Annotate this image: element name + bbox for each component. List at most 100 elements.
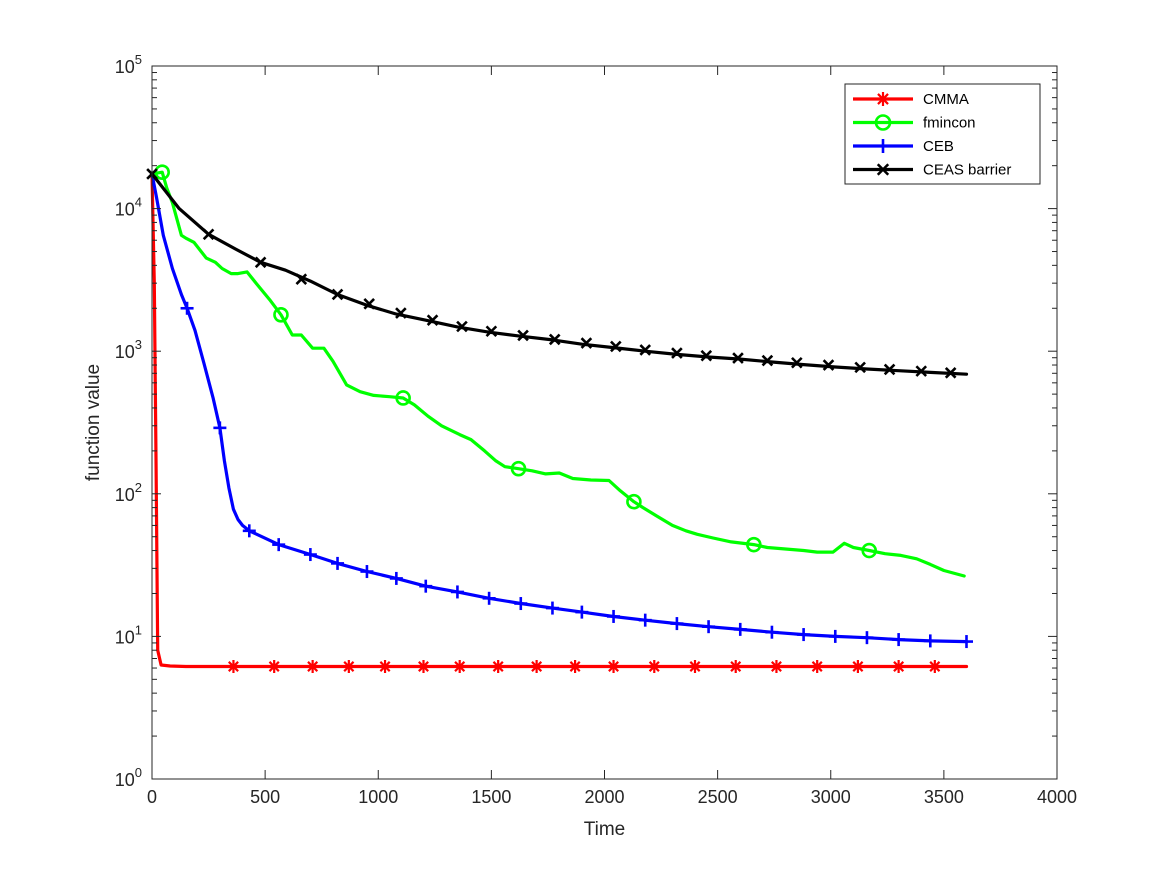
data-point-ceb xyxy=(960,635,973,649)
data-point-ceas-barrier xyxy=(791,356,803,369)
y-axis-label: function value xyxy=(83,364,104,481)
data-point-cmma xyxy=(226,660,240,674)
legend-label: CMMA xyxy=(923,91,969,108)
marker-stroke xyxy=(876,163,890,176)
marker-stroke xyxy=(456,320,468,333)
y-tick-label: 103 xyxy=(115,337,142,362)
legend-marker xyxy=(876,139,890,153)
x-tick-label: 500 xyxy=(250,787,280,807)
data-point-ceb xyxy=(545,601,559,615)
legend-label: fmincon xyxy=(923,115,976,132)
data-point-ceas-barrier xyxy=(883,363,896,376)
marker-stroke xyxy=(548,333,561,346)
legend-label: CEB xyxy=(923,138,954,155)
legend-label: CEAS barrier xyxy=(923,162,1011,179)
data-point-ceb xyxy=(607,609,621,623)
y-tick-label: 105 xyxy=(115,52,142,77)
x-tick-label: 1500 xyxy=(471,787,511,807)
data-point-ceas-barrier xyxy=(944,367,957,379)
marker-stroke xyxy=(700,349,713,362)
data-point-cmma xyxy=(417,660,430,674)
marker-stroke xyxy=(531,661,543,672)
series-ceb xyxy=(150,172,973,649)
marker-stroke xyxy=(944,367,957,379)
data-point-ceb xyxy=(797,628,811,642)
data-point-ceas-barrier xyxy=(456,320,468,333)
data-point-cmma xyxy=(851,660,865,674)
series-line-cmma xyxy=(150,172,969,669)
data-point-fmincon xyxy=(395,390,411,406)
data-point-ceas-barrier xyxy=(295,273,308,285)
data-point-ceb xyxy=(419,579,433,593)
data-point-ceb xyxy=(892,633,906,647)
data-point-cmma xyxy=(530,660,544,674)
data-point-cmma xyxy=(647,660,661,674)
data-point-cmma xyxy=(568,660,582,674)
x-tick-label: 3500 xyxy=(924,787,964,807)
plot-background xyxy=(152,66,1057,779)
data-point-ceas-barrier xyxy=(700,349,713,362)
data-point-ceb xyxy=(213,421,227,435)
marker-stroke xyxy=(883,363,896,376)
data-point-ceb xyxy=(923,634,937,648)
data-point-cmma xyxy=(810,660,824,674)
marker-circle xyxy=(874,114,892,131)
data-point-ceas-barrier xyxy=(363,298,375,310)
marker-stroke xyxy=(202,228,215,241)
marker-circle xyxy=(510,460,527,477)
x-axis-label: Time xyxy=(584,819,626,840)
marker-circle xyxy=(395,390,411,406)
marker-stroke xyxy=(418,661,429,672)
data-point-ceb xyxy=(360,565,374,579)
marker-stroke xyxy=(639,344,652,356)
marker-circle xyxy=(154,164,170,180)
marker-stroke xyxy=(791,356,803,369)
marker-stroke xyxy=(608,661,620,672)
legend-marker xyxy=(876,92,890,106)
data-point-ceas-barrier xyxy=(822,359,835,371)
data-point-cmma xyxy=(928,660,942,674)
data-point-ceas-barrier xyxy=(202,228,215,241)
data-point-ceb xyxy=(242,524,256,538)
data-point-ceas-barrier xyxy=(639,344,652,356)
x-tick-label: 1000 xyxy=(358,787,398,807)
marker-stroke xyxy=(343,661,355,672)
marker-stroke xyxy=(517,329,529,342)
data-point-ceas-barrier xyxy=(331,288,344,301)
marker-stroke xyxy=(426,314,439,326)
data-point-ceb xyxy=(702,620,716,634)
data-point-ceb xyxy=(514,597,528,611)
data-point-ceb xyxy=(303,548,317,562)
marker-stroke xyxy=(730,661,742,672)
data-point-ceas-barrier xyxy=(254,256,267,269)
data-point-ceas-barrier xyxy=(610,340,622,353)
legend-marker xyxy=(876,163,890,176)
data-point-cmma xyxy=(378,660,392,674)
series-layer xyxy=(146,164,973,674)
data-point-fmincon xyxy=(510,460,527,477)
data-point-cmma xyxy=(892,660,906,674)
y-tick-label: 104 xyxy=(115,195,142,220)
data-point-cmma xyxy=(769,660,783,674)
marker-stroke xyxy=(822,359,835,371)
data-point-ceas-barrier xyxy=(732,352,744,364)
data-point-ceb xyxy=(180,301,194,315)
marker-stroke xyxy=(877,93,889,105)
data-point-ceas-barrier xyxy=(395,307,407,319)
x-tick-label: 4000 xyxy=(1037,787,1077,807)
marker-stroke xyxy=(227,661,239,672)
data-point-ceas-barrier xyxy=(761,354,774,367)
marker-stroke xyxy=(379,661,391,672)
data-point-cmma xyxy=(453,660,467,674)
x-tick-label: 0 xyxy=(147,787,157,807)
data-point-ceb xyxy=(860,631,874,645)
data-point-ceb xyxy=(765,625,779,639)
marker-stroke xyxy=(732,352,744,364)
marker-stroke xyxy=(689,661,701,672)
data-point-ceb xyxy=(670,617,684,631)
marker-stroke xyxy=(648,661,660,672)
marker-stroke xyxy=(770,661,782,672)
y-tick-label: 102 xyxy=(115,480,142,505)
marker-stroke xyxy=(893,661,905,672)
series-line-fmincon xyxy=(150,170,966,578)
